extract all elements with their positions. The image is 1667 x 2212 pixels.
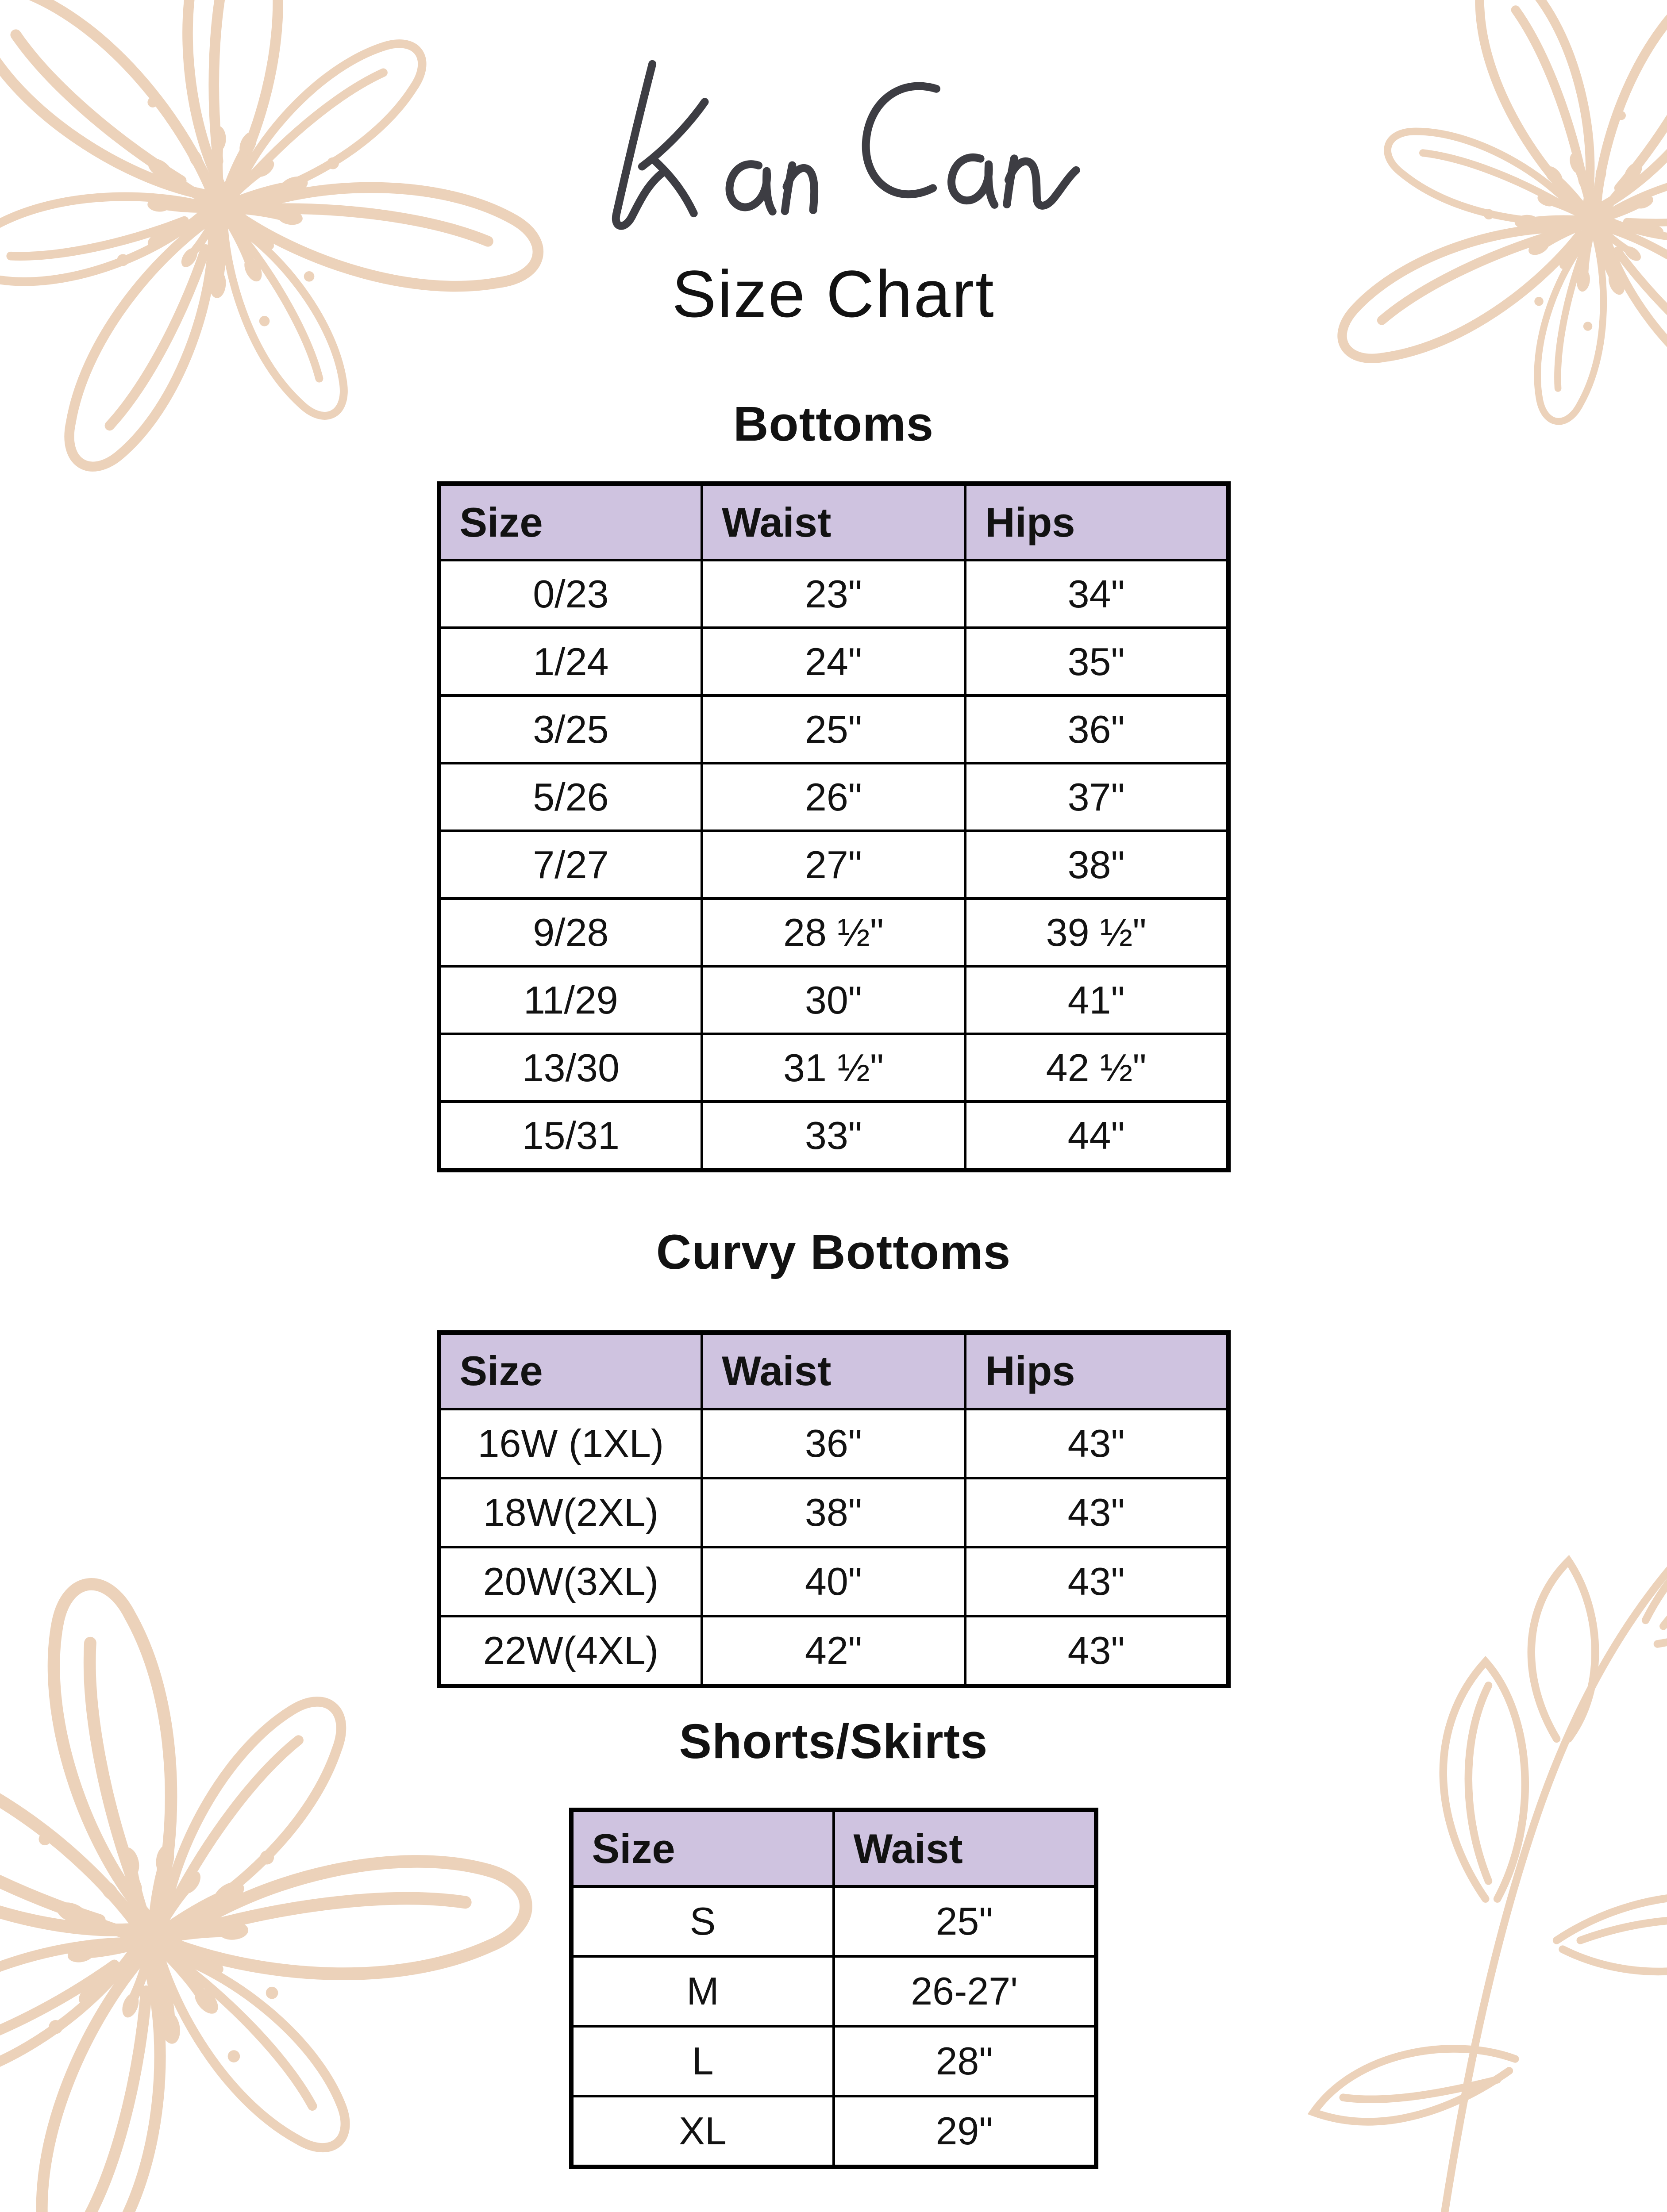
measurement-cell: 29" [832, 2095, 1097, 2169]
measurement-cell: 38" [701, 1476, 966, 1548]
measurement-cell: 28" [832, 2025, 1097, 2098]
measurement-cell: 30" [701, 965, 966, 1036]
header-row: Size Waist Hips [437, 1331, 1230, 1410]
measurement-cell: 26" [701, 762, 966, 833]
table-row: L 28" [570, 2025, 1097, 2098]
size-cell: 18W(2XL) [437, 1476, 704, 1548]
size-cell: 5/26 [437, 762, 704, 833]
brand-logo-signature [612, 60, 1080, 230]
size-cell: 1/24 [437, 626, 704, 697]
size-table-bottoms: Size Waist Hips 0/23 23" 34" 1/24 24" 35" 3/25 25… [436, 481, 1231, 1173]
size-table-curvy-bottoms: Size Waist Hips 16W (1XL) 36" 43" 18W(2XL) 38"… [436, 1330, 1231, 1688]
table-row: 5/26 26" 37" [437, 762, 1230, 833]
measurement-cell: 38" [963, 830, 1230, 900]
size-cell: 9/28 [437, 897, 704, 968]
section-title-shorts-skirts: Shorts/Skirts [679, 1714, 988, 1769]
measurement-cell: 43" [963, 1407, 1230, 1479]
measurement-cell: 25" [701, 694, 966, 765]
size-cell: 0/23 [437, 559, 704, 630]
size-cell: M [570, 1955, 835, 2028]
table-row: 7/27 27" 38" [437, 830, 1230, 900]
measurement-cell: 43" [963, 1545, 1230, 1617]
size-cell: 3/25 [437, 694, 704, 765]
size-cell: L [570, 2025, 835, 2098]
size-cell: 13/30 [437, 1033, 704, 1103]
measurement-cell: 41" [963, 965, 1230, 1036]
page-subtitle: Size Chart [672, 256, 995, 331]
column-header: Size [570, 1809, 835, 1888]
size-cell: 22W(4XL) [437, 1614, 704, 1687]
header-row: Size Waist Hips [437, 482, 1230, 562]
table-row: 9/28 28 ½" 39 ½" [437, 897, 1230, 968]
measurement-cell: 43" [963, 1476, 1230, 1548]
table-row: XL 29" [570, 2095, 1097, 2169]
table-row: M 26-27' [570, 1955, 1097, 2028]
table-row: S 25" [570, 1885, 1097, 1958]
size-cell: 7/27 [437, 830, 704, 900]
section-title-bottoms: Bottoms [733, 396, 934, 451]
column-header: Size [437, 1331, 704, 1410]
column-header: Hips [963, 1331, 1230, 1410]
column-header: Waist [701, 1331, 966, 1410]
column-header: Waist [832, 1809, 1097, 1888]
column-header: Size [437, 482, 704, 562]
measurement-cell: 33" [701, 1100, 966, 1172]
measurement-cell: 28 ½" [701, 897, 966, 968]
measurement-cell: 36" [701, 1407, 966, 1479]
measurement-cell: 36" [963, 694, 1230, 765]
brand-logo: KanCan [524, 0, 1143, 252]
measurement-cell: 25" [832, 1885, 1097, 1958]
table-row: 18W(2XL) 38" 43" [437, 1476, 1230, 1548]
measurement-cell: 35" [963, 626, 1230, 697]
table-row: 1/24 24" 35" [437, 626, 1230, 697]
size-cell: XL [570, 2095, 835, 2169]
measurement-cell: 43" [963, 1614, 1230, 1687]
table-row: 3/25 25" 36" [437, 694, 1230, 765]
measurement-cell: 23" [701, 559, 966, 630]
size-cell: 11/29 [437, 965, 704, 1036]
table-row: 0/23 23" 34" [437, 559, 1230, 630]
column-header: Hips [963, 482, 1230, 562]
table-row: 13/30 31 ½" 42 ½" [437, 1033, 1230, 1103]
measurement-cell: 26-27' [832, 1955, 1097, 2028]
table-row: 20W(3XL) 40" 43" [437, 1545, 1230, 1617]
measurement-cell: 44" [963, 1100, 1230, 1172]
column-header: Waist [701, 482, 966, 562]
table-row: 15/31 33" 44" [437, 1100, 1230, 1172]
size-table-shorts-skirts: Size Waist S 25" M 26-27' L 28" XL 29" [569, 1808, 1098, 2170]
size-cell: 16W (1XL) [437, 1407, 704, 1479]
measurement-cell: 34" [963, 559, 1230, 630]
table-row: 16W (1XL) 36" 43" [437, 1407, 1230, 1479]
size-cell: 20W(3XL) [437, 1545, 704, 1617]
measurement-cell: 31 ½" [701, 1033, 966, 1103]
section-title-curvy-bottoms: Curvy Bottoms [656, 1225, 1011, 1280]
measurement-cell: 42 ½" [963, 1033, 1230, 1103]
measurement-cell: 40" [701, 1545, 966, 1617]
table-row: 11/29 30" 41" [437, 965, 1230, 1036]
measurement-cell: 39 ½" [963, 897, 1230, 968]
table-row: 22W(4XL) 42" 43" [437, 1614, 1230, 1687]
measurement-cell: 24" [701, 626, 966, 697]
measurement-cell: 27" [701, 830, 966, 900]
size-cell: 15/31 [437, 1100, 704, 1172]
size-cell: S [570, 1885, 835, 1958]
header-row: Size Waist [570, 1809, 1097, 1888]
measurement-cell: 37" [963, 762, 1230, 833]
measurement-cell: 42" [701, 1614, 966, 1687]
